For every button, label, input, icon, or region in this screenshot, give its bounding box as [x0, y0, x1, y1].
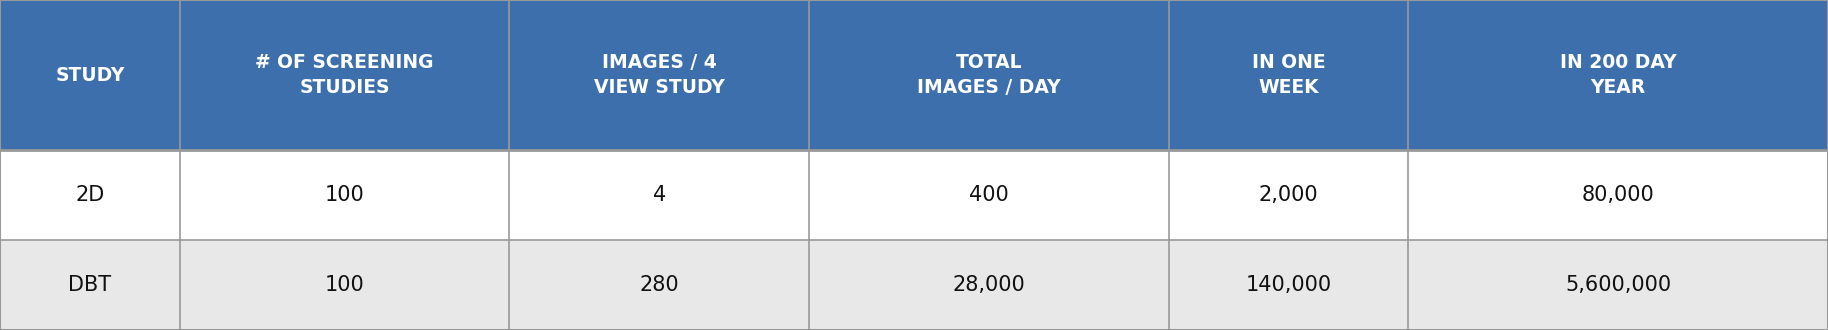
Text: DBT: DBT — [68, 275, 112, 295]
Bar — [1408, 150, 1828, 240]
Text: IN 200 DAY
YEAR: IN 200 DAY YEAR — [1559, 53, 1676, 97]
Text: TOTAL
IMAGES / DAY: TOTAL IMAGES / DAY — [918, 53, 1060, 97]
Bar — [0, 240, 179, 330]
Bar — [0, 0, 179, 150]
Text: 80,000: 80,000 — [1581, 185, 1654, 205]
Bar — [810, 240, 1168, 330]
Text: 4: 4 — [653, 185, 665, 205]
Bar — [1408, 240, 1828, 330]
Text: 2D: 2D — [75, 185, 104, 205]
Bar — [1168, 240, 1408, 330]
Bar — [0, 150, 179, 240]
Bar — [810, 0, 1168, 150]
Bar — [179, 0, 510, 150]
Bar — [1168, 0, 1408, 150]
Text: 140,000: 140,000 — [1245, 275, 1331, 295]
Bar — [179, 240, 510, 330]
Text: 100: 100 — [325, 185, 364, 205]
Bar — [1408, 0, 1828, 150]
Text: 400: 400 — [969, 185, 1009, 205]
Text: 280: 280 — [640, 275, 678, 295]
Text: # OF SCREENING
STUDIES: # OF SCREENING STUDIES — [256, 53, 433, 97]
Bar — [1168, 150, 1408, 240]
Text: 5,600,000: 5,600,000 — [1565, 275, 1671, 295]
Bar — [810, 150, 1168, 240]
Text: 28,000: 28,000 — [952, 275, 1026, 295]
Text: 2,000: 2,000 — [1259, 185, 1318, 205]
Bar — [179, 150, 510, 240]
Bar — [510, 150, 810, 240]
Bar — [510, 0, 810, 150]
Bar — [510, 240, 810, 330]
Text: IMAGES / 4
VIEW STUDY: IMAGES / 4 VIEW STUDY — [594, 53, 724, 97]
Text: IN ONE
WEEK: IN ONE WEEK — [1252, 53, 1325, 97]
Text: STUDY: STUDY — [55, 66, 124, 84]
Text: 100: 100 — [325, 275, 364, 295]
